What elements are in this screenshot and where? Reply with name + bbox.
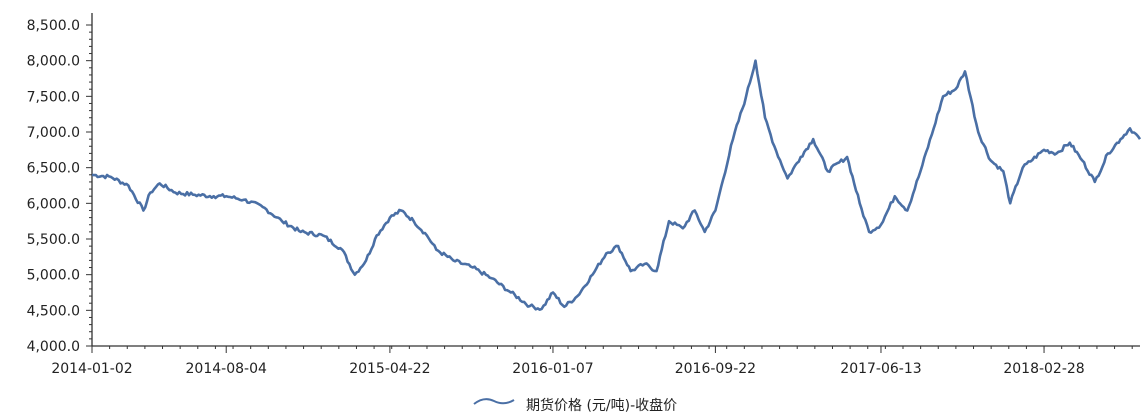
x-tick-label: 2017-06-13 [840,361,921,377]
y-tick-label: 5,000.0 [27,268,80,284]
price-series-line [91,59,1142,311]
x-tick-label: 2014-08-04 [186,361,267,377]
x-tick-label: 2016-01-07 [512,361,593,377]
y-tick-label: 5,500.0 [27,232,80,248]
x-tick-label: 2015-04-22 [349,361,430,377]
y-tick-label: 8,500.0 [27,18,80,34]
y-tick-label: 7,500.0 [27,89,80,105]
series-layer [91,59,1142,311]
y-tick-label: 4,000.0 [27,339,80,355]
y-tick-label: 6,500.0 [27,161,80,177]
legend: 期货价格 (元/吨)-收盘价 [473,397,677,414]
y-tick-label: 8,000.0 [27,54,80,70]
y-tick-label: 6,000.0 [27,196,80,212]
y-tick-label: 7,000.0 [27,125,80,141]
legend-swatch [473,398,515,405]
x-tick-label: 2016-09-22 [675,361,756,377]
legend-label: 期货价格 (元/吨)-收盘价 [526,397,677,414]
y-axis: 4,000.0 4,500.0 5,000.0 5,500.0 6,000.0 6,500… [27,13,93,355]
y-tick-label: 4,500.0 [27,303,80,319]
x-axis: 2014-01-02 2014-08-04 2015-04-22 2016-01-07… [51,345,1140,377]
x-tick-label: 2018-02-28 [1003,361,1084,377]
x-tick-label: 2014-01-02 [51,361,132,377]
